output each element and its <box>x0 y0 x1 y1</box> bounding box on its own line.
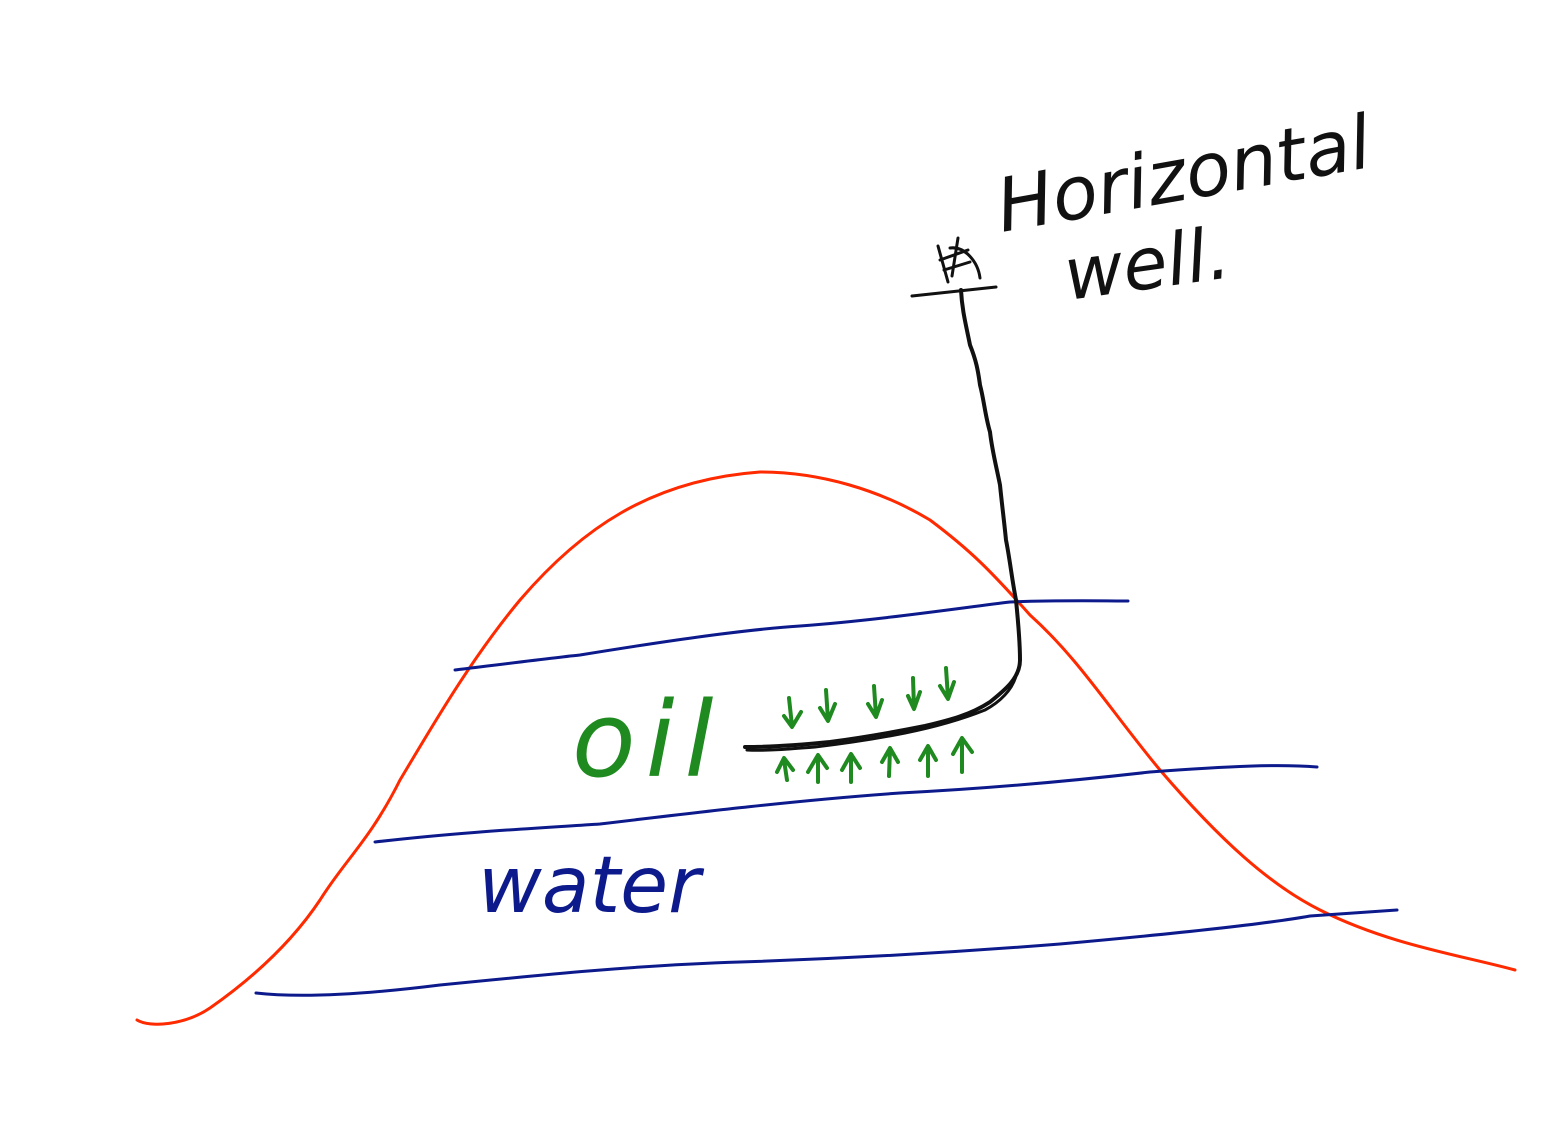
arrow-down-icon <box>938 666 956 701</box>
arrow-up-icon <box>880 746 900 778</box>
arrow-down-icon <box>866 684 884 719</box>
arrow-up-icon <box>951 736 974 774</box>
arrow-up-icon <box>806 753 829 784</box>
anticline-curve <box>135 470 1517 1026</box>
arrow-down-icon <box>782 696 803 729</box>
well-bore <box>743 288 1022 749</box>
flow-arrows-down <box>782 666 956 729</box>
water-label: water <box>478 841 705 931</box>
arrow-up-icon <box>775 756 795 782</box>
well-bore-horizontal-section <box>745 674 1018 752</box>
flow-arrows-up <box>775 736 974 784</box>
wellhead-icon <box>910 236 998 298</box>
arrow-up-icon <box>918 744 938 778</box>
arrow-up-icon <box>840 752 862 784</box>
oil-label: oil <box>572 679 723 801</box>
oil-water-contact-line <box>373 764 1319 844</box>
water-base-line <box>254 908 1399 997</box>
arrow-down-icon <box>906 676 922 711</box>
arrow-down-icon <box>818 688 837 723</box>
oil-top-line <box>453 599 1130 672</box>
